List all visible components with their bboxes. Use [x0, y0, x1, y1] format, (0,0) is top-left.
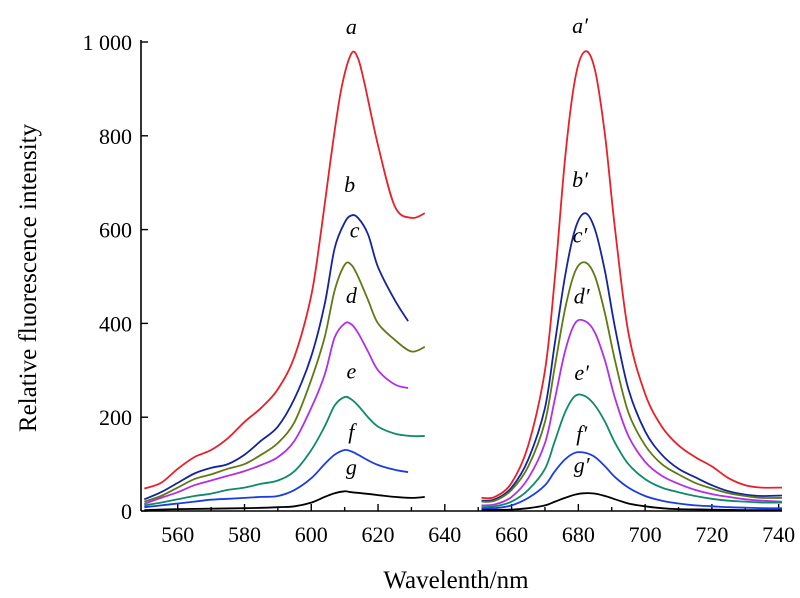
y-tick-label: 0 — [121, 499, 132, 524]
curve-label-e-prime: e′ — [574, 360, 590, 385]
curve-labels: a bc d e fg a′ b′ c′ d′ e′ f′ g′ — [344, 13, 591, 479]
curve-label-d: d — [346, 283, 358, 308]
series-line-c — [144, 261, 426, 503]
series-line-d-prime — [481, 318, 783, 507]
x-tick-label: 580 — [228, 522, 261, 547]
series-line-b — [143, 214, 409, 501]
series-line-a-prime — [481, 50, 783, 500]
x-tick-label: 620 — [362, 522, 395, 547]
y-axis-title: Relative fluorescence intensity — [15, 123, 42, 432]
curve-label-a: a — [346, 14, 357, 39]
curve-label-a-prime: a′ — [572, 13, 589, 38]
x-tick-label: 700 — [629, 522, 662, 547]
curve-label-f-prime: f′ — [576, 421, 588, 446]
x-tick-label: 600 — [295, 522, 328, 547]
series-line-d — [143, 321, 409, 505]
series-line-e — [144, 395, 425, 507]
curve-label-g: g — [346, 454, 357, 479]
series-line-b-prime — [481, 212, 783, 502]
series-line-f — [144, 448, 409, 509]
curve-label-g-prime: g′ — [574, 453, 591, 478]
x-axis-title: Wavelenth/nm — [383, 567, 529, 594]
x-tick-label: 720 — [695, 522, 728, 547]
curve-label-c: c — [350, 218, 360, 243]
curve-label-d-prime: d′ — [574, 284, 591, 309]
x-tick-label: 660 — [495, 522, 528, 547]
curve-label-c-prime: c′ — [573, 222, 589, 247]
series-line-g — [144, 490, 425, 511]
curve-label-e: e — [346, 359, 356, 384]
y-tick-label: 800 — [99, 124, 132, 149]
curve-label-f: f — [348, 419, 357, 444]
y-tick-label: 400 — [99, 311, 132, 336]
curves — [143, 50, 783, 511]
x-tick-label: 740 — [762, 522, 795, 547]
y-tick-label: 600 — [99, 218, 132, 243]
series-line-f-prime — [481, 451, 783, 510]
axes: 0 200 400 600 800 1 000 560 580 600 620 640 660 680 7… — [83, 30, 796, 547]
series-line-g-prime — [481, 492, 782, 511]
y-tick-label: 200 — [99, 405, 132, 430]
curve-label-b-prime: b′ — [572, 167, 589, 192]
curve-label-b: b — [344, 172, 355, 197]
x-tick-label: 560 — [161, 522, 194, 547]
series-line-c-prime — [481, 261, 783, 503]
series-line-e-prime — [481, 393, 783, 509]
x-tick-label: 640 — [428, 522, 461, 547]
series-line-a — [144, 50, 426, 490]
x-tick-label: 680 — [562, 522, 595, 547]
y-tick-label: 1 000 — [83, 30, 133, 55]
